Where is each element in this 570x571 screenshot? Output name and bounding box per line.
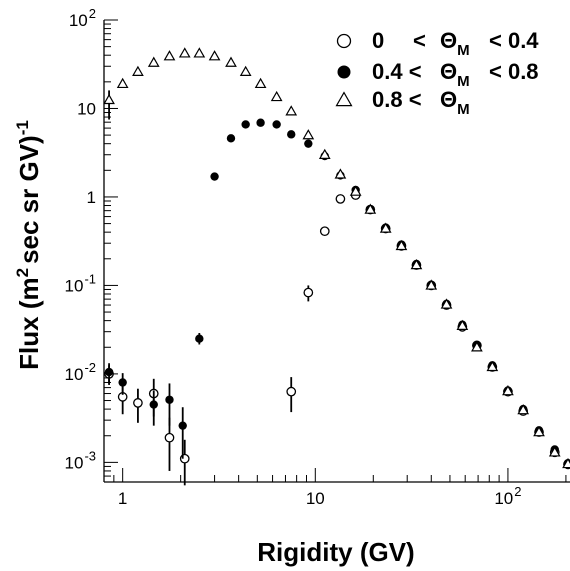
legend-item-1: 0 < ΘM < 0.4 [336, 28, 539, 59]
data-point [364, 203, 377, 214]
y-tick-label: 10-3 [65, 448, 96, 472]
data-point [241, 120, 250, 129]
x-tick-label: 1 [118, 489, 127, 508]
data-point [395, 239, 408, 251]
data-point [195, 334, 204, 343]
data-points [103, 47, 570, 486]
series-3 [103, 47, 570, 469]
data-point [486, 360, 499, 372]
legend-label-hi: < 0.8 [489, 59, 539, 84]
data-point [104, 367, 114, 377]
data-point [548, 446, 561, 457]
y-tick-label: 102 [69, 6, 96, 30]
data-point [318, 148, 331, 159]
legend-label-hi: < 0.4 [489, 28, 539, 53]
data-point [303, 287, 314, 298]
data-point [533, 426, 545, 437]
axis-titles: Rigidity (GV) Flux (m2sec sr GV)-1 [13, 120, 415, 567]
data-point [287, 130, 296, 139]
y-tick-label: 10-2 [65, 360, 96, 384]
data-point [179, 453, 190, 464]
data-point [132, 65, 144, 76]
data-point [116, 77, 129, 89]
data-point [225, 56, 237, 67]
data-point [239, 65, 252, 76]
legend: 0 < ΘM < 0.4 0.4 < ΘM < 0.8 0.8 < ΘM [335, 28, 539, 118]
data-point [410, 258, 423, 270]
data-point [349, 185, 362, 196]
data-point [149, 400, 158, 409]
data-point [254, 77, 267, 89]
data-point [226, 134, 236, 143]
data-point [302, 129, 315, 140]
legend-marker [335, 91, 353, 107]
legend-label-lt: < [413, 28, 426, 53]
data-point [562, 457, 570, 469]
data-point [286, 386, 297, 397]
data-point [103, 93, 115, 105]
data-point [334, 168, 347, 179]
legend-label-theta: ΘM [440, 59, 470, 90]
data-point [272, 120, 281, 129]
legend-label-theta: ΘM [440, 28, 470, 59]
y-tick-label: 10 [77, 99, 96, 118]
x-tick-label: 10 [306, 489, 325, 508]
y-tick-label: 1 [87, 188, 96, 207]
data-point [285, 105, 298, 116]
data-point [118, 378, 127, 387]
legend-label-lo: 0.8 < [372, 87, 422, 112]
legend-marker [337, 65, 351, 79]
data-point [133, 398, 143, 408]
data-point [502, 385, 514, 396]
data-point [256, 118, 265, 127]
x-tick-label: 102 [494, 484, 521, 508]
data-point [517, 404, 530, 415]
legend-item-2: 0.4 < ΘM < 0.8 [337, 59, 539, 90]
data-point [208, 50, 221, 61]
legend-label-theta: ΘM [440, 87, 470, 118]
data-point [440, 298, 453, 309]
data-point [164, 432, 175, 443]
data-point [193, 47, 206, 58]
data-point [456, 319, 469, 330]
data-point [270, 90, 283, 102]
data-point [471, 341, 483, 352]
data-point [178, 421, 187, 430]
data-point [178, 47, 191, 58]
legend-label-lo: 0 [372, 28, 384, 53]
data-point [335, 194, 346, 204]
data-point [147, 56, 160, 67]
axes: 1 10 102 10-3 10-2 10-1 1 10 102 [65, 6, 570, 508]
data-point [319, 226, 330, 237]
y-tick-label: 10-1 [65, 271, 96, 295]
x-axis-title: Rigidity (GV) [257, 537, 414, 567]
legend-item-3: 0.8 < ΘM [335, 87, 470, 118]
data-point [379, 222, 392, 233]
legend-marker [336, 33, 352, 49]
data-point [425, 279, 438, 290]
data-point [163, 50, 176, 61]
data-point [210, 172, 219, 181]
legend-label-lo: 0.4 < [372, 59, 422, 84]
data-point [304, 139, 313, 148]
data-point [165, 395, 174, 404]
y-axis-title: Flux (m2sec sr GV)-1 [13, 120, 44, 370]
